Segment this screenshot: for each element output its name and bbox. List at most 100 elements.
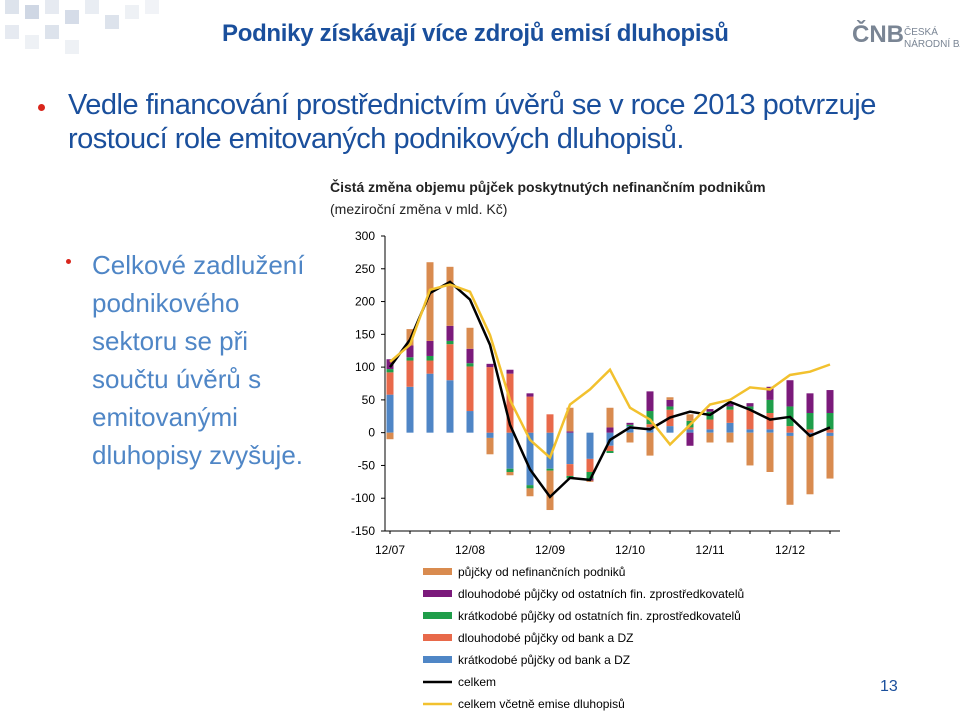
bar <box>526 393 534 397</box>
bullet-dot <box>66 259 71 264</box>
slide-title: Podniky získávají více zdrojů emisí dluh… <box>222 20 729 47</box>
bar <box>826 390 834 413</box>
bar <box>546 468 554 471</box>
bar <box>746 403 754 407</box>
bar <box>566 432 574 465</box>
line <box>389 283 831 460</box>
bar <box>706 432 714 443</box>
bar <box>706 429 714 433</box>
x-tick-label: 12/07 <box>375 543 405 557</box>
bar <box>746 406 754 410</box>
bar <box>506 369 514 374</box>
x-tick-label: 12/10 <box>615 543 645 557</box>
bar <box>726 409 734 423</box>
bar <box>686 414 694 421</box>
bar <box>746 432 754 466</box>
legend-label: celkem <box>458 675 496 689</box>
bar <box>726 422 734 433</box>
bar <box>806 429 814 433</box>
y-tick-label: 50 <box>362 393 376 407</box>
bar <box>646 411 654 425</box>
bar <box>626 422 634 425</box>
bar <box>826 413 834 430</box>
bar <box>626 432 634 443</box>
bar <box>506 373 514 433</box>
bar <box>466 327 474 349</box>
bar <box>546 432 554 469</box>
bar <box>666 397 674 400</box>
bar <box>806 432 814 436</box>
bar <box>806 435 814 495</box>
bar <box>446 380 454 433</box>
x-tick-label: 12/09 <box>535 543 565 557</box>
bar <box>546 470 554 511</box>
bar <box>586 432 594 459</box>
bar <box>486 367 494 433</box>
bar <box>546 414 554 433</box>
logo-text: NÁRODNÍ BANKA <box>904 37 960 50</box>
bar <box>566 407 574 432</box>
y-tick-label: 200 <box>355 295 375 309</box>
bar <box>466 348 474 364</box>
bar <box>426 355 434 361</box>
legend-swatch <box>423 634 452 641</box>
bar <box>626 424 634 427</box>
y-tick-label: 150 <box>355 327 375 341</box>
legend-label: dlouhodobé půjčky od ostatních fin. zpro… <box>458 587 744 601</box>
legend-swatch <box>423 656 452 663</box>
bar <box>746 429 754 433</box>
bar <box>586 480 594 482</box>
y-tick-label: -100 <box>351 491 375 505</box>
bar <box>526 485 534 489</box>
x-tick-label: 12/08 <box>455 543 485 557</box>
x-tick-label: 12/11 <box>695 543 724 557</box>
y-tick-label: -50 <box>358 458 376 472</box>
bar <box>486 363 494 368</box>
bar <box>486 437 494 455</box>
bar <box>606 445 614 452</box>
bar <box>486 432 494 438</box>
bar <box>426 360 434 374</box>
bar <box>726 406 734 410</box>
sub-bullet-text: Celkové zadlužení podnikového sektoru se… <box>92 250 305 470</box>
y-tick-label: 0 <box>368 426 375 440</box>
bar <box>746 409 754 430</box>
bar <box>826 429 834 433</box>
bar <box>386 369 394 373</box>
bar <box>426 373 434 433</box>
bar <box>466 363 474 367</box>
bar <box>826 435 834 479</box>
bar <box>466 411 474 433</box>
bar <box>526 432 534 486</box>
bar <box>686 427 694 430</box>
bar <box>606 407 614 428</box>
page-number: 13 <box>880 678 898 695</box>
bar <box>606 451 614 453</box>
bar <box>666 426 674 433</box>
logo-mark: ČNB <box>852 20 904 48</box>
legend-swatch <box>423 612 452 619</box>
bar <box>386 432 394 440</box>
bar <box>406 357 414 361</box>
bar <box>826 432 834 436</box>
bar <box>606 427 614 433</box>
chart-title: Čistá změna objemu půjček poskytnutých n… <box>330 178 766 195</box>
legend-label: krátkodobé půjčky od ostatních fin. zpro… <box>458 609 741 623</box>
bar <box>766 386 774 400</box>
bar <box>726 432 734 443</box>
bar <box>586 472 594 479</box>
bar <box>566 431 574 433</box>
bar <box>786 426 794 433</box>
bar <box>406 360 414 387</box>
bar <box>526 396 534 433</box>
bar <box>426 340 434 356</box>
bar <box>446 266 454 326</box>
bar <box>446 325 454 341</box>
bar <box>506 468 514 472</box>
bar <box>806 413 814 430</box>
bar <box>626 426 634 433</box>
logo: ČNB ČESKÁ NÁRODNÍ BANKA <box>852 20 960 50</box>
y-tick-label: -150 <box>351 524 375 538</box>
